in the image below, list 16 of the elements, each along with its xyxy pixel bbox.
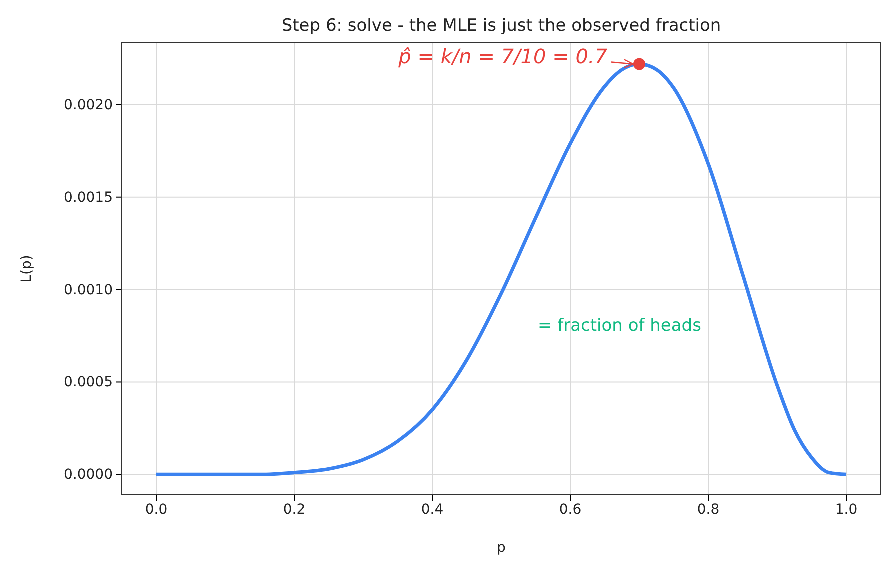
y-tick-label: 0.0005 xyxy=(64,374,113,391)
x-tick-label: 0.0 xyxy=(145,502,168,518)
y-tick-label: 0.0020 xyxy=(64,97,113,114)
y-tick-label: 0.0015 xyxy=(64,190,113,206)
y-axis-title: L(p) xyxy=(19,255,35,283)
x-tick-label: 0.2 xyxy=(283,502,306,518)
y-tick-label: 0.0000 xyxy=(64,467,113,484)
annotation: = fraction of heads xyxy=(538,316,702,336)
x-tick-label: 1.0 xyxy=(835,502,858,518)
x-tick-label: 0.8 xyxy=(697,502,720,518)
y-tick-label: 0.0010 xyxy=(64,282,113,298)
chart-title: Step 6: solve - the MLE is just the observed fraction xyxy=(282,16,722,36)
x-axis-title: p xyxy=(497,540,506,556)
x-tick-label: 0.4 xyxy=(421,502,444,518)
annotation: p̂ = k/n = 7/10 = 0.7 xyxy=(398,44,608,68)
x-tick-label: 0.6 xyxy=(559,502,582,518)
